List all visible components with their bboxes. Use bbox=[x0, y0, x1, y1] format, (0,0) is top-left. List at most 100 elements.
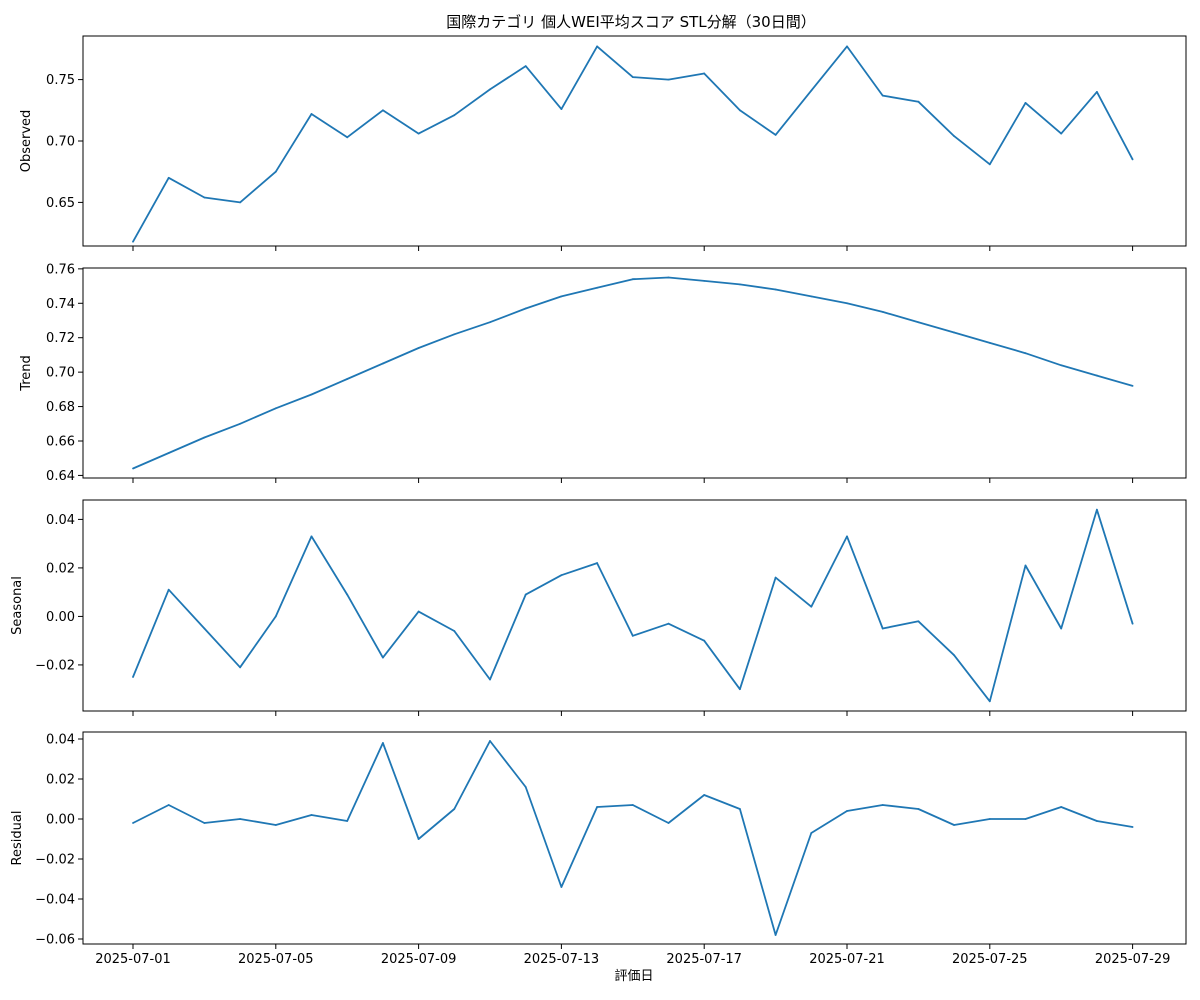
data-point bbox=[917, 321, 920, 324]
data-point bbox=[953, 654, 955, 657]
data-point bbox=[917, 100, 920, 103]
data-point bbox=[382, 362, 384, 365]
data-point bbox=[1131, 158, 1134, 161]
data-point bbox=[631, 278, 634, 281]
data-point bbox=[774, 133, 777, 136]
data-point bbox=[953, 135, 955, 137]
data-point bbox=[132, 676, 134, 678]
data-point bbox=[596, 45, 598, 48]
data-point bbox=[703, 280, 706, 282]
data-point bbox=[346, 378, 349, 380]
data-point bbox=[346, 820, 349, 822]
data-point bbox=[346, 136, 349, 139]
data-point bbox=[489, 678, 491, 681]
series-line bbox=[132, 276, 1133, 470]
y-axis-label: Seasonal bbox=[10, 576, 25, 635]
data-point bbox=[417, 347, 420, 349]
y-tick-label: −0.04 bbox=[35, 893, 75, 908]
data-point bbox=[560, 108, 563, 110]
x-tick-label: 2025-07-25 bbox=[952, 952, 1028, 967]
data-point bbox=[489, 740, 491, 742]
data-point bbox=[596, 562, 598, 564]
data-point bbox=[810, 295, 813, 298]
data-point bbox=[846, 45, 848, 48]
data-point bbox=[167, 176, 170, 179]
data-point bbox=[132, 240, 134, 243]
data-point bbox=[382, 656, 384, 659]
y-tick-label: 0.00 bbox=[46, 813, 75, 828]
data-point bbox=[1024, 102, 1027, 104]
data-point bbox=[596, 806, 598, 808]
data-point bbox=[1096, 508, 1098, 511]
y-tick-label: 0.72 bbox=[46, 331, 75, 346]
y-tick-label: 0.70 bbox=[46, 366, 75, 381]
data-point bbox=[953, 331, 955, 334]
data-point bbox=[167, 588, 170, 591]
data-point bbox=[417, 610, 420, 613]
y-tick-label: 0.65 bbox=[46, 196, 75, 211]
data-point bbox=[489, 321, 491, 324]
y-tick-label: −0.06 bbox=[35, 933, 75, 948]
data-point bbox=[346, 593, 349, 596]
data-point bbox=[953, 824, 955, 826]
data-point bbox=[774, 576, 777, 579]
data-point bbox=[739, 808, 741, 810]
plot-frame bbox=[82, 35, 1187, 247]
data-point bbox=[988, 700, 991, 703]
y-tick-label: 0.74 bbox=[46, 297, 75, 312]
data-point bbox=[1060, 364, 1063, 367]
data-point bbox=[1096, 820, 1098, 822]
y-tick-label: −0.02 bbox=[35, 658, 75, 673]
data-point bbox=[417, 132, 420, 135]
data-point bbox=[382, 109, 384, 112]
data-point bbox=[631, 804, 634, 806]
x-axis-label: 評価日 bbox=[614, 969, 653, 984]
y-tick-label: 0.02 bbox=[46, 773, 75, 788]
data-point bbox=[667, 822, 670, 824]
y-axis-label: Observed bbox=[19, 110, 34, 173]
series-line bbox=[132, 45, 1134, 243]
data-point bbox=[239, 818, 242, 820]
data-point bbox=[988, 163, 991, 166]
y-tick-label: 0.68 bbox=[46, 400, 75, 415]
x-tick-label: 2025-07-09 bbox=[381, 952, 457, 967]
data-point bbox=[703, 639, 706, 642]
data-point bbox=[274, 407, 277, 410]
data-point bbox=[1060, 806, 1063, 808]
y-tick-label: 0.76 bbox=[46, 262, 75, 277]
data-point bbox=[560, 886, 563, 888]
data-point bbox=[382, 742, 384, 744]
data-point bbox=[167, 804, 170, 806]
data-point bbox=[417, 838, 420, 840]
panel-observed: 0.65 0.70 0.75 Observed bbox=[19, 35, 1187, 251]
data-point bbox=[310, 393, 313, 396]
data-point bbox=[739, 283, 741, 286]
y-tick-label: 0.04 bbox=[46, 733, 75, 748]
data-point bbox=[132, 467, 134, 470]
data-point bbox=[203, 822, 206, 824]
data-point bbox=[1131, 826, 1134, 828]
x-tick-label: 2025-07-05 bbox=[238, 952, 314, 967]
data-point bbox=[988, 341, 991, 344]
data-point bbox=[1096, 90, 1098, 93]
data-point bbox=[631, 634, 634, 637]
plot-frame bbox=[82, 731, 1187, 945]
data-point bbox=[524, 65, 527, 67]
data-point bbox=[453, 630, 456, 632]
data-point bbox=[1024, 818, 1027, 820]
data-point bbox=[453, 114, 456, 117]
data-point bbox=[203, 436, 206, 439]
data-point bbox=[846, 810, 848, 812]
data-point bbox=[739, 109, 741, 112]
series-line bbox=[132, 740, 1133, 936]
panel-trend: 0.64 0.66 0.68 0.70 0.72 0.74 0.76 Trend bbox=[19, 262, 1187, 484]
y-tick-label: 0.04 bbox=[46, 513, 75, 528]
data-point bbox=[524, 786, 527, 788]
data-point bbox=[310, 535, 313, 538]
data-point bbox=[239, 666, 242, 669]
data-point bbox=[917, 808, 920, 810]
x-tick-label: 2025-07-13 bbox=[524, 952, 600, 967]
x-tick-label: 2025-07-21 bbox=[809, 952, 885, 967]
y-tick-label: 0.00 bbox=[46, 610, 75, 625]
data-point bbox=[310, 113, 313, 115]
